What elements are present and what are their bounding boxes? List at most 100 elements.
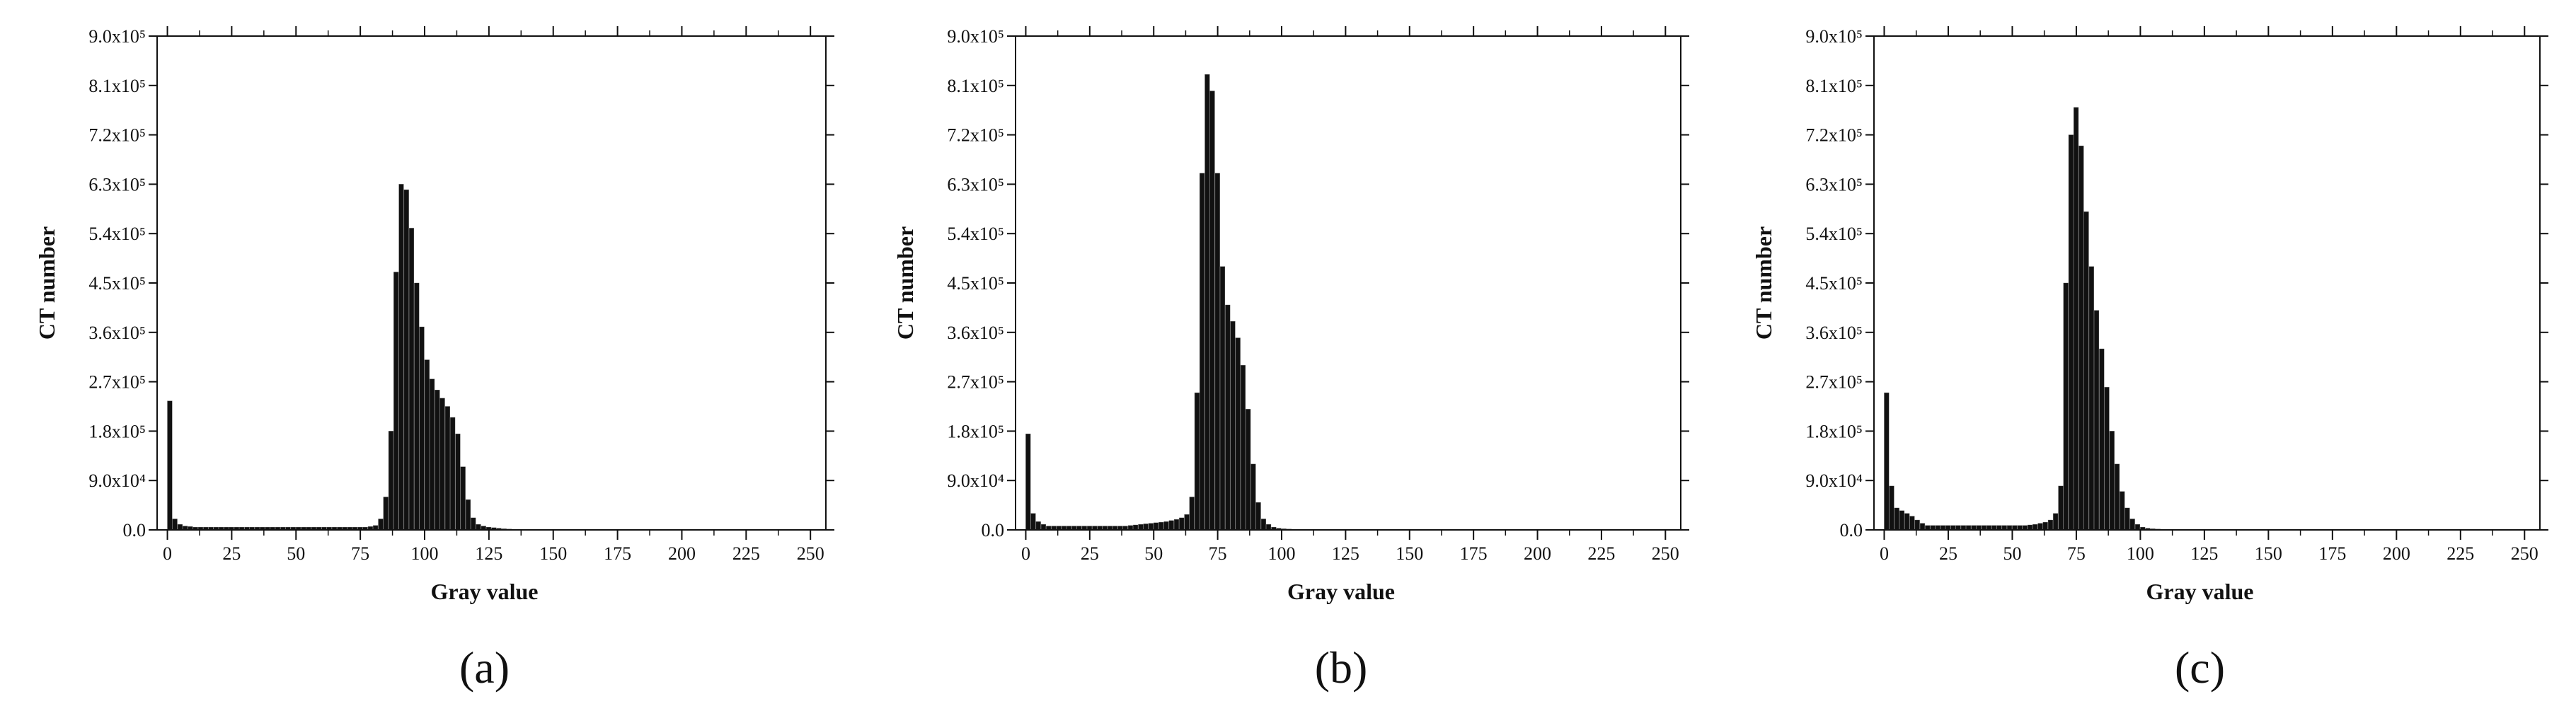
- y-tick-label: 8.1x10⁵: [88, 76, 146, 96]
- bar: [2043, 522, 2048, 530]
- bar: [2105, 387, 2110, 530]
- bar: [1205, 74, 1210, 530]
- bar: [1890, 486, 1894, 530]
- y-tick-label: 1.8x10⁵: [1805, 421, 1863, 441]
- x-tick-label: 50: [1144, 543, 1163, 564]
- bar: [2084, 212, 2089, 530]
- bar: [2089, 267, 2094, 530]
- y-tick-label: 0.0: [1840, 520, 1863, 541]
- bar: [2032, 524, 2037, 530]
- y-tick-label: 0.0: [123, 520, 146, 541]
- bar: [1164, 521, 1169, 530]
- y-tick-label: 5.4x10⁵: [88, 224, 146, 244]
- x-tick-label: 25: [222, 543, 241, 564]
- bar: [2120, 492, 2124, 530]
- bar: [1266, 524, 1271, 530]
- y-tick-label: 5.4x10⁵: [1805, 224, 1863, 244]
- x-tick-label: 225: [1587, 543, 1615, 564]
- y-axis-title: CT number: [34, 226, 59, 340]
- bar: [2099, 349, 2104, 530]
- bar: [1241, 365, 1246, 530]
- bar: [384, 497, 389, 530]
- bar: [1179, 518, 1184, 530]
- bar: [1225, 305, 1230, 530]
- x-tick-label: 250: [1652, 543, 1679, 564]
- bar: [1261, 519, 1266, 530]
- x-tick-label: 225: [2446, 543, 2474, 564]
- bar: [389, 431, 393, 530]
- bar: [1174, 519, 1179, 530]
- bar: [1041, 524, 1046, 530]
- x-tick-label: 175: [2318, 543, 2346, 564]
- plot-frame: [1874, 36, 2540, 530]
- bar: [1210, 91, 1215, 530]
- x-tick-label: 200: [2383, 543, 2410, 564]
- bar: [409, 228, 414, 530]
- x-tick-label: 25: [1081, 543, 1099, 564]
- y-axis-title: CT number: [1751, 226, 1776, 340]
- x-tick-label: 100: [411, 543, 439, 564]
- bar: [2125, 508, 2130, 530]
- bar: [1195, 393, 1200, 530]
- bar: [1185, 514, 1190, 530]
- y-tick-label: 3.6x10⁵: [947, 323, 1004, 343]
- bar: [2028, 525, 2032, 530]
- bar: [1036, 521, 1041, 530]
- bar: [435, 390, 440, 530]
- bar: [440, 398, 445, 530]
- panel-label: (a): [459, 642, 510, 693]
- bar: [1236, 338, 1241, 530]
- bar: [1200, 173, 1204, 530]
- bar: [2110, 431, 2115, 530]
- bar: [2079, 146, 2084, 530]
- x-axis-title: Gray value: [2146, 579, 2254, 604]
- bar: [2064, 283, 2069, 530]
- bar: [476, 524, 481, 530]
- plot-frame: [157, 36, 826, 530]
- x-tick-label: 200: [668, 543, 696, 564]
- y-tick-label: 4.5x10⁵: [88, 273, 146, 294]
- y-tick-label: 9.0x10⁵: [88, 26, 146, 47]
- x-tick-label: 75: [2067, 543, 2086, 564]
- bar: [1169, 521, 1174, 530]
- y-tick-label: 7.2x10⁵: [88, 125, 146, 146]
- y-tick-label: 2.7x10⁵: [947, 372, 1004, 393]
- bar: [466, 499, 471, 530]
- bar: [2038, 524, 2043, 530]
- y-tick-label: 8.1x10⁵: [947, 76, 1004, 96]
- x-tick-label: 0: [1880, 543, 1889, 564]
- bar: [2115, 464, 2120, 530]
- bar: [414, 283, 419, 530]
- y-tick-label: 0.0: [982, 520, 1005, 541]
- bar: [379, 519, 384, 530]
- bar: [445, 407, 450, 531]
- y-tick-label: 9.0x10⁴: [1805, 470, 1863, 491]
- x-tick-label: 50: [2003, 543, 2021, 564]
- x-tick-label: 150: [539, 543, 567, 564]
- bar: [2130, 519, 2135, 530]
- bar: [450, 417, 455, 530]
- x-tick-label: 250: [2511, 543, 2538, 564]
- bar: [1144, 524, 1149, 530]
- bar: [1256, 502, 1261, 530]
- y-tick-label: 1.8x10⁵: [947, 421, 1004, 441]
- y-tick-label: 9.0x10⁵: [1805, 26, 1863, 47]
- y-tick-label: 6.3x10⁵: [947, 174, 1004, 195]
- bar: [2094, 311, 2099, 530]
- panel-label: (c): [2175, 642, 2225, 693]
- x-tick-label: 75: [351, 543, 369, 564]
- bar: [1894, 508, 1899, 530]
- x-tick-label: 75: [1209, 543, 1227, 564]
- y-tick-label: 1.8x10⁵: [88, 421, 146, 441]
- x-tick-label: 175: [604, 543, 631, 564]
- x-tick-label: 150: [1396, 543, 1423, 564]
- x-tick-label: 100: [1268, 543, 1296, 564]
- y-tick-label: 4.5x10⁵: [947, 273, 1004, 294]
- x-tick-label: 125: [1332, 543, 1359, 564]
- x-tick-label: 125: [475, 543, 502, 564]
- bar: [1920, 524, 1925, 530]
- x-tick-label: 100: [2127, 543, 2154, 564]
